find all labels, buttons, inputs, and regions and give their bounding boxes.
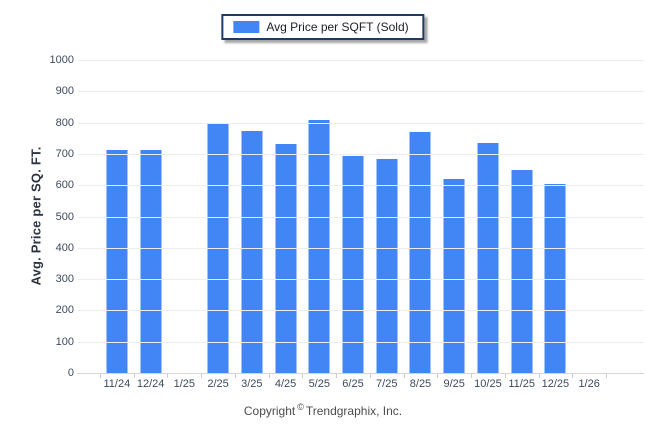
gridline-1000: [78, 60, 644, 61]
x-tick-label-11/25: 11/25: [508, 378, 536, 390]
bar-slot-10/25: [471, 60, 505, 373]
x-tick-label-9/25: 9/25: [443, 378, 465, 390]
x-tick-mark-6: [302, 374, 304, 378]
x-tick-label-10/25: 10/25: [474, 378, 502, 390]
bar-slot-3/25: [235, 60, 269, 373]
y-tick-label-700: 700: [55, 147, 74, 160]
x-tick-label-8/25: 8/25: [409, 378, 432, 390]
bar-slot-6/25: [336, 60, 370, 373]
x-tick-mark-15: [606, 374, 607, 378]
bar-slot-12/24: [134, 60, 168, 373]
y-tick-label-100: 100: [55, 335, 74, 348]
x-axis-tick-labels: 11/24 12/24 1/25 2/25 3/25 4/25 5/25 6/25 7/25 8/…: [100, 378, 606, 390]
bar-12/24: [140, 150, 162, 373]
gridline-300: [78, 279, 644, 281]
gridline-600: [78, 185, 644, 187]
bar-slot-11/25: [505, 60, 539, 373]
x-tick-mark-1: [133, 374, 135, 378]
x-tick-mark-12: [504, 374, 506, 378]
x-tick-label-1/25: 1/25: [173, 378, 196, 390]
x-tick-label-6/25: 6/25: [342, 378, 364, 390]
x-tick-mark-11: [471, 374, 473, 378]
x-tick-mark-7: [336, 374, 338, 378]
copyright-suffix: Trendgraphix, Inc.: [305, 404, 403, 418]
x-tick-mark-2: [167, 374, 169, 378]
y-tick-label-0: 0: [67, 367, 74, 379]
x-tick-label-4/25: 4/25: [274, 378, 297, 390]
x-tick-label-2/25: 2/25: [207, 378, 229, 390]
plot-area: [77, 60, 644, 374]
bar-slot-5/25: [302, 60, 336, 373]
gridline-0: [77, 373, 644, 374]
y-tick-label-800: 800: [55, 116, 74, 129]
y-tick-label-300: 300: [55, 273, 74, 286]
bar-slot-4/25: [269, 60, 303, 373]
gridline-400: [78, 247, 644, 249]
x-tick-label-3/25: 3/25: [241, 378, 263, 390]
x-tick-mark-3: [201, 374, 203, 378]
gridline-500: [78, 216, 644, 218]
y-tick-label-500: 500: [55, 210, 74, 223]
bar-6/25: [342, 156, 364, 373]
bar-8/25: [409, 131, 431, 373]
bar-3/25: [241, 131, 263, 373]
x-tick-label-12/24: 12/24: [136, 378, 165, 390]
x-tick-mark-8: [369, 374, 371, 378]
y-tick-label-200: 200: [55, 304, 74, 317]
bar-7/25: [376, 158, 398, 373]
bar-9/25: [443, 178, 465, 373]
x-tick-label-7/25: 7/25: [376, 378, 398, 390]
bar-10/25: [477, 142, 499, 373]
x-tick-label-1/26: 1/26: [578, 378, 600, 390]
bars-group: [100, 60, 606, 373]
bar-slot-8/25: [404, 60, 438, 373]
x-tick-mark-14: [572, 374, 574, 378]
x-tick-mark-13: [538, 374, 540, 378]
bar-slot-11/24: [100, 60, 134, 373]
legend: Avg Price per SQFT (Sold): [221, 14, 425, 40]
gridline-700: [78, 153, 644, 155]
bar-slot-12/25: [539, 60, 573, 373]
x-tick-label-12/25: 12/25: [541, 378, 570, 390]
bar-slot-9/25: [437, 60, 471, 373]
x-tick-mark-9: [403, 374, 405, 378]
copyright-prefix: Copyright: [243, 404, 296, 418]
bar-11/25: [511, 169, 533, 373]
y-tick-label-900: 900: [55, 85, 74, 98]
x-tick-mark-5: [268, 374, 270, 378]
x-tick-mark-4: [234, 374, 236, 378]
x-tick-label-5/25: 5/25: [308, 378, 330, 390]
legend-label: Avg Price per SQFT (Sold): [266, 20, 409, 34]
copyright-symbol: ©: [297, 402, 304, 412]
y-tick-label-1000: 1000: [49, 54, 74, 66]
gridline-100: [78, 341, 644, 343]
bar-11/24: [106, 150, 128, 373]
gridline-800: [78, 122, 644, 124]
bar-5/25: [308, 119, 330, 373]
x-tick-mark-0: [100, 374, 101, 378]
x-axis-tick-marks: [100, 374, 607, 379]
bar-12/25: [544, 184, 566, 373]
y-tick-label-600: 600: [55, 179, 74, 192]
bar-4/25: [275, 144, 297, 373]
y-tick-label-400: 400: [55, 241, 74, 254]
x-tick-label-11/24: 11/24: [103, 378, 131, 390]
copyright-text: Copyright © Trendgraphix, Inc.: [0, 402, 646, 418]
gridline-900: [78, 91, 644, 93]
x-tick-mark-10: [437, 374, 439, 378]
gridline-200: [78, 310, 644, 312]
bar-slot-7/25: [370, 60, 404, 373]
legend-swatch: [233, 21, 260, 33]
